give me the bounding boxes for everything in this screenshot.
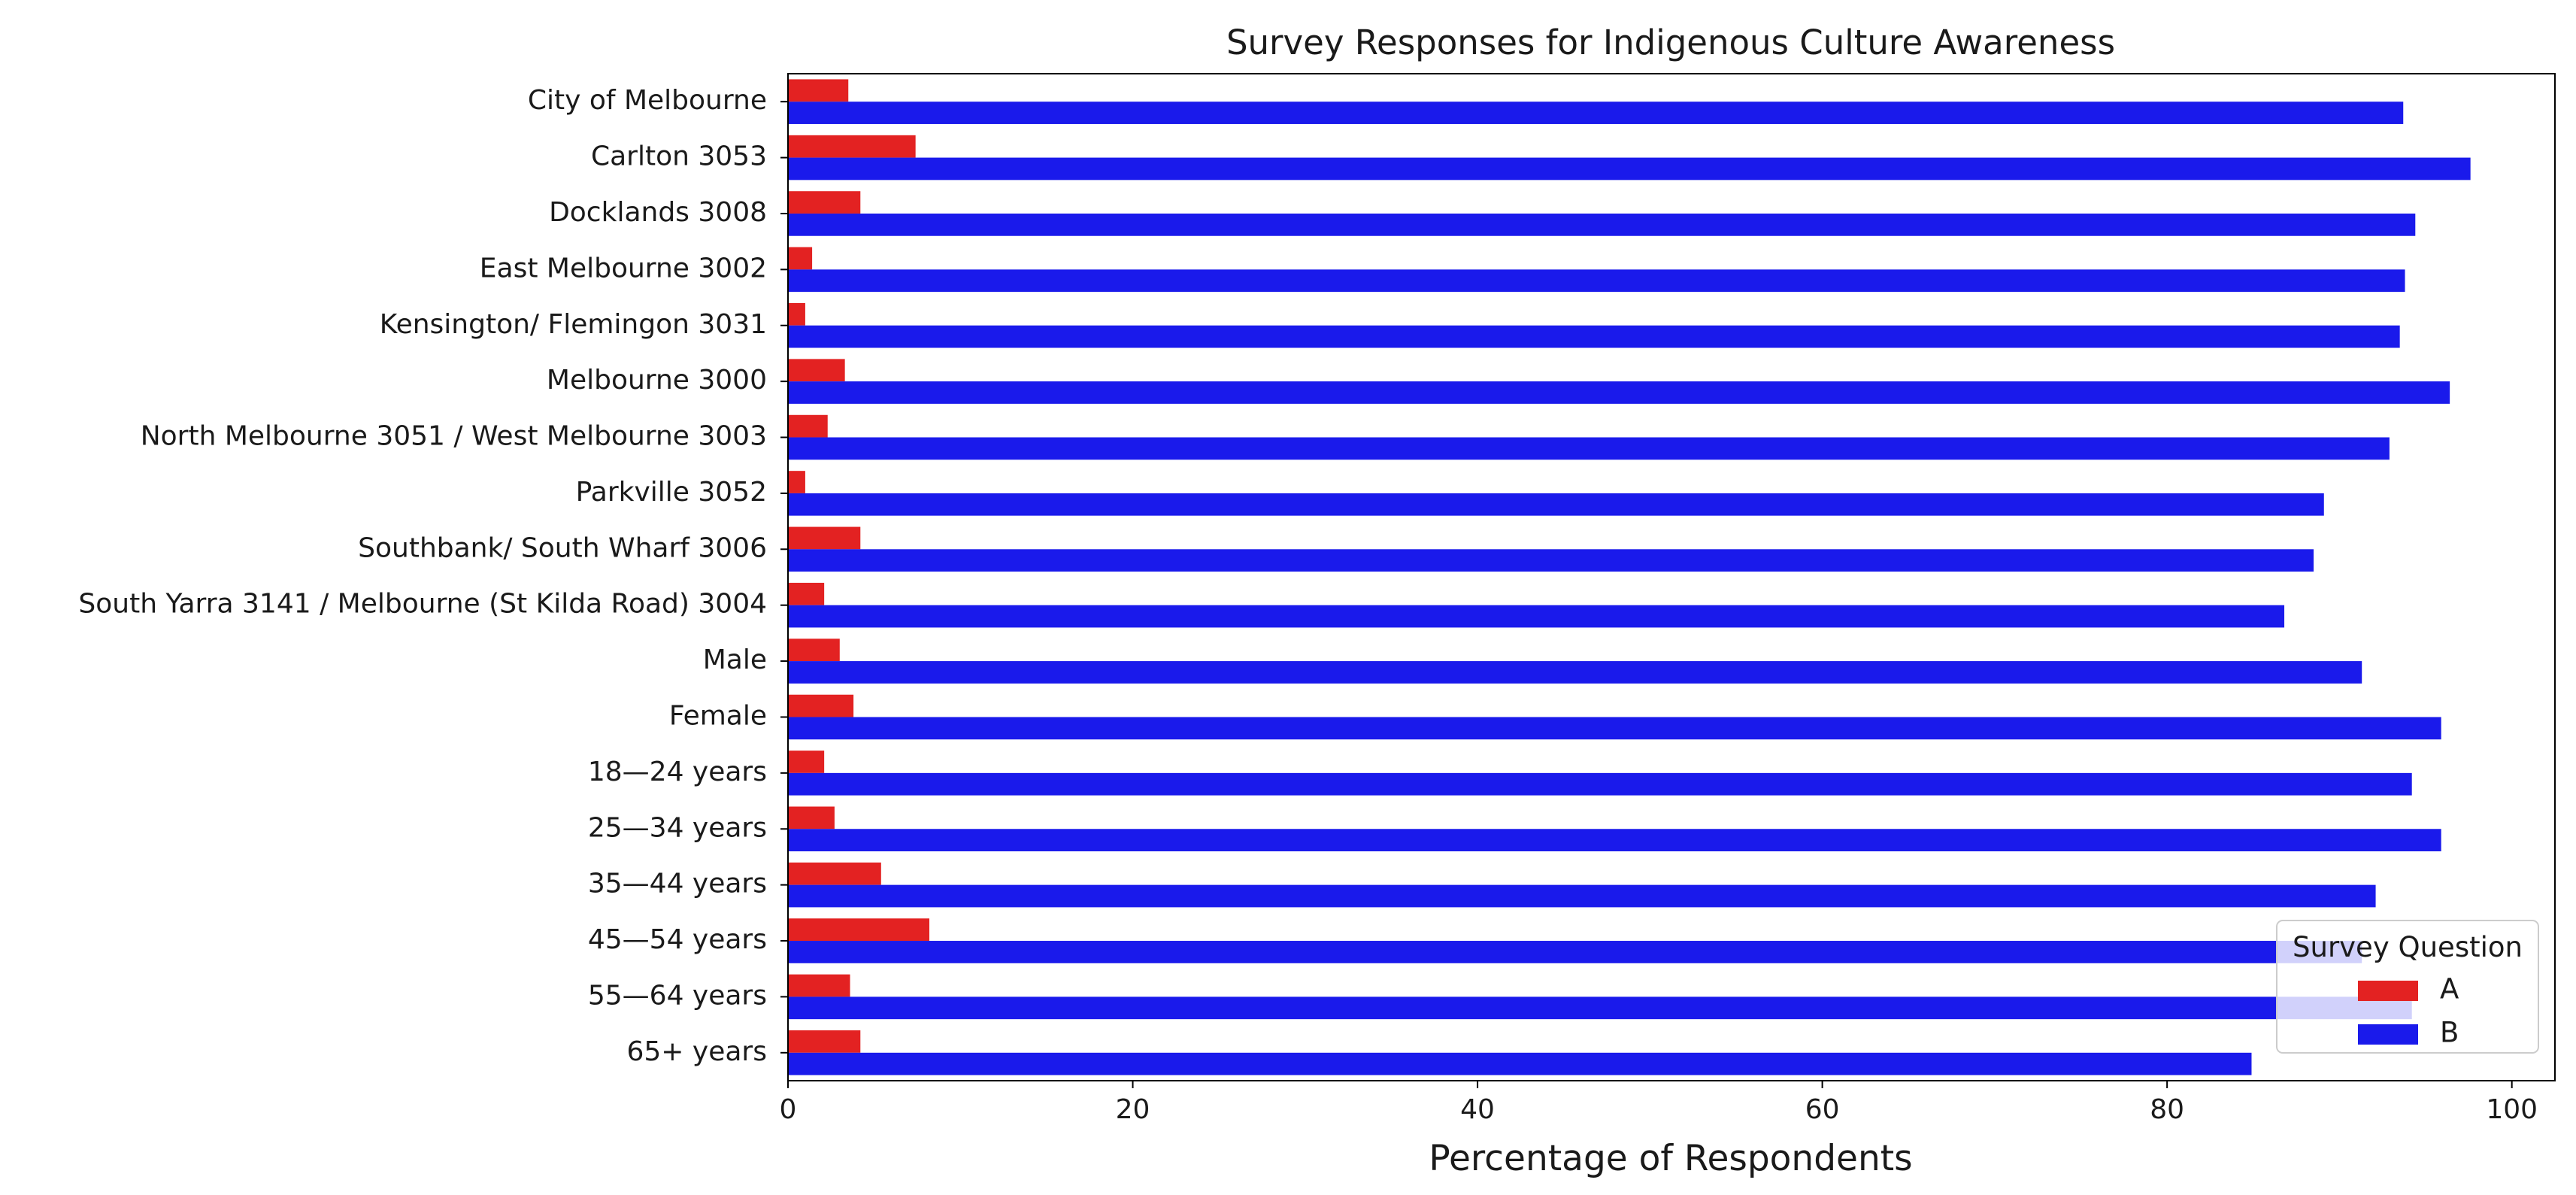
x-tick-label: 80 [2150,1094,2184,1125]
bar-a-16 [788,974,850,997]
chart-title: Survey Responses for Indigenous Culture … [1226,23,2115,62]
y-tick-label: Female [669,700,767,731]
y-tick-label: Melbourne 3000 [547,365,767,396]
bar-a-13 [788,806,835,830]
plot-frame [787,73,2556,1081]
x-tick-label: 100 [2486,1094,2538,1125]
y-tick-label: Male [703,645,767,675]
bar-a-7 [788,471,805,493]
x-axis-ticks: 0 20 40 60 80 100 [780,1081,2538,1125]
bar-a-3 [788,247,813,270]
y-tick-label: East Melbourne 3002 [480,253,767,284]
bar-a-5 [788,359,845,382]
bar-b-15 [788,941,2362,963]
bar-a-11 [788,694,854,717]
x-tick-label: 60 [1805,1094,1840,1125]
bar-b-0 [788,102,2404,124]
legend-label-b: B [2440,1017,2459,1049]
y-tick-label: 45—54 years [588,924,767,955]
bar-b-13 [788,829,2441,852]
bar-a-14 [788,862,881,885]
legend-swatch-a [2358,981,2418,1001]
x-tick-label: 0 [780,1094,797,1125]
bar-a-10 [788,638,840,662]
bar-a-15 [788,918,929,942]
bar-b-9 [788,605,2285,628]
bar-b-7 [788,493,2324,516]
legend: Survey Question AB [2276,920,2539,1054]
legend-title: Survey Question [2293,931,2523,963]
y-tick-label: 35—44 years [588,869,767,899]
y-tick-label: City of Melbourne [528,85,767,116]
y-tick-label: Carlton 3053 [591,141,767,172]
y-tick-label: 55—64 years [588,980,767,1011]
bar-a-8 [788,526,861,550]
y-tick-label: Southbank/ South Wharf 3006 [358,532,767,563]
bar-a-2 [788,191,861,214]
y-tick-label: Kensington/ Flemingon 3031 [380,309,767,340]
bar-b-4 [788,325,2400,348]
bars-layer [788,79,2471,1075]
legend-label-a: A [2440,973,2459,1005]
bar-b-10 [788,661,2362,684]
bar-a-6 [788,414,828,438]
x-axis-title: Percentage of Respondents [1429,1138,1912,1179]
y-tick-label: Docklands 3008 [549,197,767,228]
x-tick-label: 20 [1116,1094,1150,1125]
bar-b-2 [788,213,2416,236]
y-tick-label: North Melbourne 3051 / West Melbourne 30… [141,421,767,452]
bar-b-5 [788,381,2450,404]
y-tick-label: South Yarra 3141 / Melbourne (St Kilda R… [78,589,767,620]
bar-b-11 [788,717,2441,740]
bar-b-3 [788,269,2405,293]
bar-a-9 [788,582,825,605]
y-tick-label: 65+ years [627,1036,768,1067]
legend-items: AB [2358,973,2459,1049]
bar-a-12 [788,751,825,773]
bar-b-6 [788,437,2390,460]
y-tick-label: Parkville 3052 [576,477,767,508]
y-tick-label: 25—34 years [588,812,767,843]
bar-a-17 [788,1030,861,1053]
bar-b-1 [788,157,2471,180]
y-tick-label: 18—24 years [588,757,767,787]
bar-a-4 [788,302,805,326]
bar-b-16 [788,996,2412,1020]
x-tick-label: 40 [1460,1094,1495,1125]
bar-a-0 [788,79,849,102]
bar-b-8 [788,549,2314,572]
y-axis-ticks: City of Melbourne Carlton 3053 Docklands 3… [78,85,788,1067]
legend-swatch-b [2358,1024,2418,1045]
bar-a-1 [788,135,916,158]
bar-b-17 [788,1052,2252,1075]
bar-b-12 [788,772,2412,796]
bar-b-14 [788,884,2376,908]
